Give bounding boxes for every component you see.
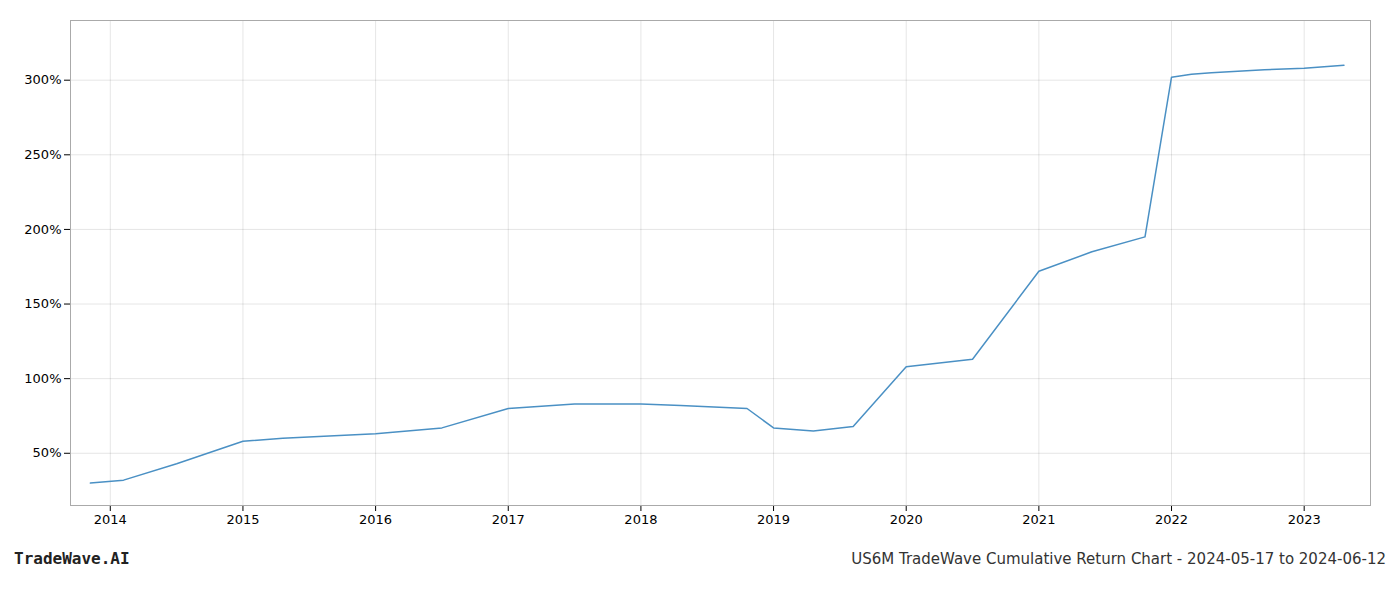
svg-text:2021: 2021 (1022, 512, 1055, 527)
svg-text:150%: 150% (24, 296, 61, 311)
svg-text:50%: 50% (33, 445, 62, 460)
html-text:US6M TradeWave Cumulative Retu: US6M TradeWave Cumulative Return Chart -… (851, 550, 1386, 568)
svg-text:2014: 2014 (94, 512, 127, 527)
html-text:TradeWave.AI: TradeWave.AI (14, 549, 130, 568)
svg-text:2015: 2015 (226, 512, 259, 527)
svg-text:250%: 250% (24, 147, 61, 162)
svg-text:2023: 2023 (1288, 512, 1321, 527)
svg-text:2019: 2019 (757, 512, 790, 527)
svg-text:2020: 2020 (890, 512, 923, 527)
svg-text:300%: 300% (24, 72, 61, 87)
svg-text:200%: 200% (24, 222, 61, 237)
svg-text:100%: 100% (24, 371, 61, 386)
svg-text:2016: 2016 (359, 512, 392, 527)
svg-text:2018: 2018 (624, 512, 657, 527)
svg-text:2022: 2022 (1155, 512, 1188, 527)
svg-text:2017: 2017 (492, 512, 525, 527)
